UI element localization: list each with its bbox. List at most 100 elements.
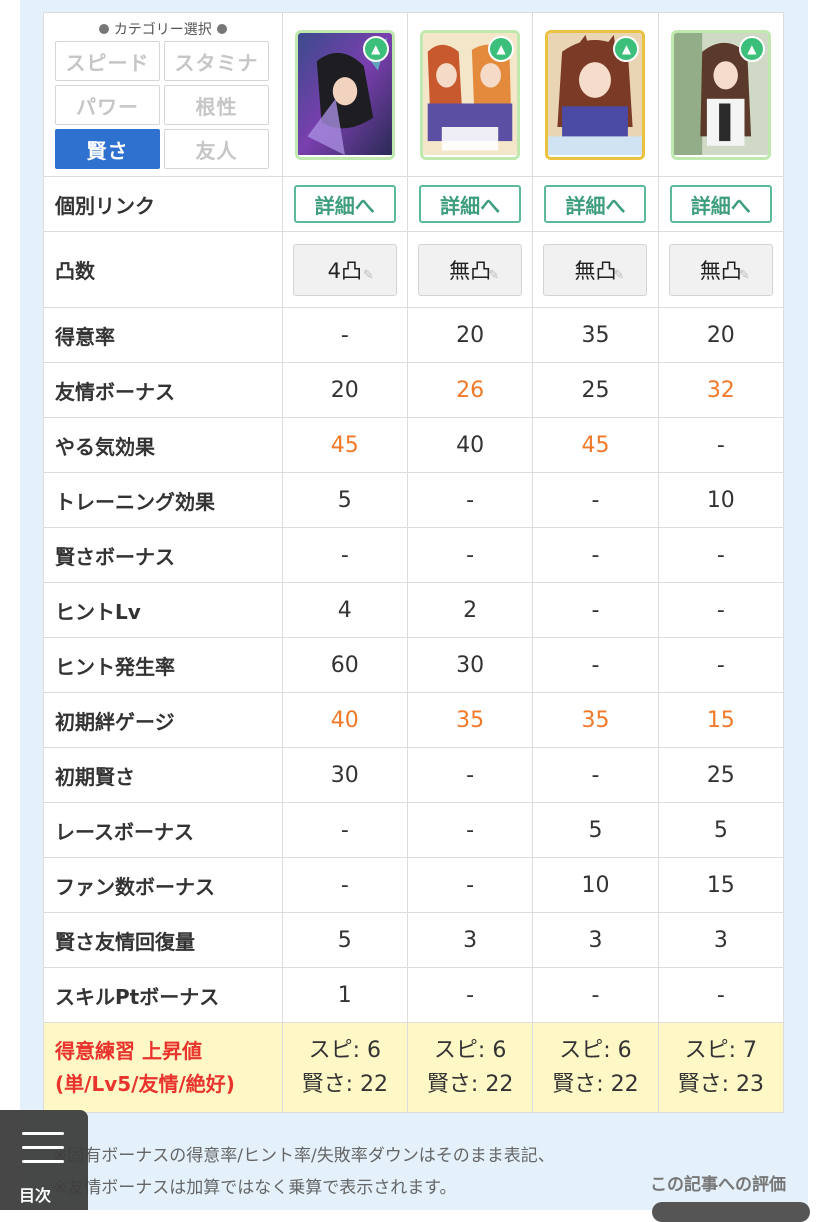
stat-value: 32: [657, 362, 785, 418]
stat-label: トレーニング効果: [43, 472, 283, 528]
stat-value: 4: [281, 582, 408, 638]
footnote: ※固有ボーナスの得意率/ヒント率/失敗率ダウンはそのまま表記、 ※友情ボーナスは…: [53, 1146, 555, 1198]
stat-value: 26: [406, 362, 534, 418]
stat-value: -: [406, 527, 534, 583]
stat-row: トレーニング効果 5- -10: [43, 472, 785, 528]
detail-link-button[interactable]: 詳細へ: [293, 185, 396, 223]
stat-row: スキルPtボーナス 1- - -: [43, 967, 785, 1023]
stat-value: -: [657, 967, 785, 1023]
stat-value: 45: [532, 417, 659, 473]
pencil-icon: ✎: [613, 267, 625, 283]
stat-value: 40: [281, 692, 408, 748]
limit-break-select[interactable]: 無凸 ✎: [418, 243, 523, 296]
limit-break-select[interactable]: 無凸 ✎: [543, 243, 648, 296]
stat-value: 10: [532, 857, 659, 913]
training-gain-value: スピ: 7 賢さ: 23: [657, 1022, 785, 1113]
stat-value: -: [281, 857, 408, 913]
stat-value: 3: [532, 912, 659, 968]
detail-link-button[interactable]: 詳細へ: [669, 185, 772, 223]
graduation-cap-icon: ▲: [613, 35, 640, 62]
stat-value: -: [532, 637, 659, 693]
toc-button[interactable]: 目次: [0, 1110, 88, 1210]
limit-break-select[interactable]: 4凸 ✎: [292, 243, 397, 296]
stat-value: -: [532, 747, 659, 803]
stat-label: 初期絆ゲージ: [43, 692, 283, 748]
stat-label: 得意率: [43, 307, 283, 363]
pencil-icon: ✎: [488, 267, 500, 283]
training-gain-value: スピ: 6 賢さ: 22: [406, 1022, 534, 1113]
support-card-2[interactable]: ▲: [420, 29, 521, 160]
stat-value: -: [406, 472, 534, 528]
stat-value: -: [532, 967, 659, 1023]
stat-label: 賢さ友情回復量: [43, 912, 283, 968]
stat-value: 5: [657, 802, 785, 858]
stat-row: ファン数ボーナス - -10 15: [43, 857, 785, 913]
detail-link-button[interactable]: 詳細へ: [419, 185, 522, 223]
stat-value: -: [532, 472, 659, 528]
category-button[interactable]: 友人: [164, 129, 269, 169]
stat-label: レースボーナス: [43, 802, 283, 858]
stat-value: -: [657, 527, 785, 583]
stat-value: 3: [657, 912, 785, 968]
stat-value: -: [657, 582, 785, 638]
stat-row: 賢さボーナス - - - -: [43, 527, 785, 583]
toc-label: 目次: [18, 1186, 51, 1205]
stat-label: やる気効果: [43, 417, 283, 473]
stat-value: -: [532, 582, 659, 638]
stat-row: 賢さ友情回復量 5 3 3 3: [43, 912, 785, 968]
pencil-icon: ✎: [738, 267, 750, 283]
stat-value: 20: [281, 362, 408, 418]
training-gain-value: スピ: 6 賢さ: 22: [281, 1022, 408, 1113]
category-button[interactable]: パワー: [55, 85, 160, 125]
stat-value: 20: [657, 307, 785, 363]
graduation-cap-icon: ▲: [738, 35, 765, 62]
stat-label: ヒントLv: [43, 582, 283, 638]
stat-value: 25: [532, 362, 659, 418]
support-card-3[interactable]: ▲: [545, 29, 646, 160]
stat-value: -: [532, 527, 659, 583]
stat-value: -: [406, 857, 534, 913]
stat-value: 15: [657, 692, 785, 748]
limit-break-value: 無凸: [699, 258, 742, 283]
row-label-limit-break: 凸数: [43, 231, 283, 308]
limit-break-value: 無凸: [449, 258, 492, 283]
stat-label: スキルPtボーナス: [43, 967, 283, 1023]
category-button[interactable]: スピード: [55, 41, 160, 81]
stat-value: 35: [532, 307, 659, 363]
stat-value: -: [657, 637, 785, 693]
limit-break-value: 4凸: [327, 258, 362, 283]
menu-icon: [22, 1132, 64, 1174]
category-buttons: スピード スタミナ パワー 根性 賢さ 友人: [55, 41, 282, 169]
comparison-table: カテゴリー選択 スピード スタミナ パワー 根性 賢さ 友人 ▲ ▲ ▲ ▲ 個別リンク …: [43, 12, 785, 1113]
stat-row: 初期賢さ 30- -25: [43, 747, 785, 803]
detail-link-button[interactable]: 詳細へ: [544, 185, 647, 223]
stat-row: レースボーナス - -5 5: [43, 802, 785, 858]
stat-value: -: [281, 527, 408, 583]
stat-value: -: [406, 802, 534, 858]
stat-label: 友情ボーナス: [43, 362, 283, 418]
rating-button[interactable]: [652, 1202, 810, 1222]
stat-row: 初期絆ゲージ 40 35 35 15: [43, 692, 785, 748]
category-button[interactable]: 根性: [164, 85, 269, 125]
stat-value: -: [281, 802, 408, 858]
stat-value: -: [406, 967, 534, 1023]
stat-value: 10: [657, 472, 785, 528]
stat-value: 45: [281, 417, 408, 473]
training-gain-value: スピ: 6 賢さ: 22: [532, 1022, 659, 1113]
stat-value: 25: [657, 747, 785, 803]
stat-row: ヒントLv 4 2- -: [43, 582, 785, 638]
support-card-1[interactable]: ▲: [294, 29, 395, 160]
stat-row: ヒント発生率 60 30- -: [43, 637, 785, 693]
stat-value: 60: [281, 637, 408, 693]
stat-value: 1: [281, 967, 408, 1023]
stat-value: 5: [281, 472, 408, 528]
stat-value: 15: [657, 857, 785, 913]
category-button[interactable]: スタミナ: [164, 41, 269, 81]
limit-break-value: 無凸: [574, 258, 617, 283]
stat-value: -: [657, 417, 785, 473]
category-button[interactable]: 賢さ: [55, 129, 160, 169]
category-selector-title: カテゴリー選択: [44, 19, 282, 39]
support-card-comparison: カテゴリー選択 スピード スタミナ パワー 根性 賢さ 友人 ▲ ▲ ▲ ▲ 個別リンク …: [43, 12, 785, 1113]
limit-break-select[interactable]: 無凸 ✎: [668, 243, 773, 296]
support-card-4[interactable]: ▲: [670, 29, 771, 160]
